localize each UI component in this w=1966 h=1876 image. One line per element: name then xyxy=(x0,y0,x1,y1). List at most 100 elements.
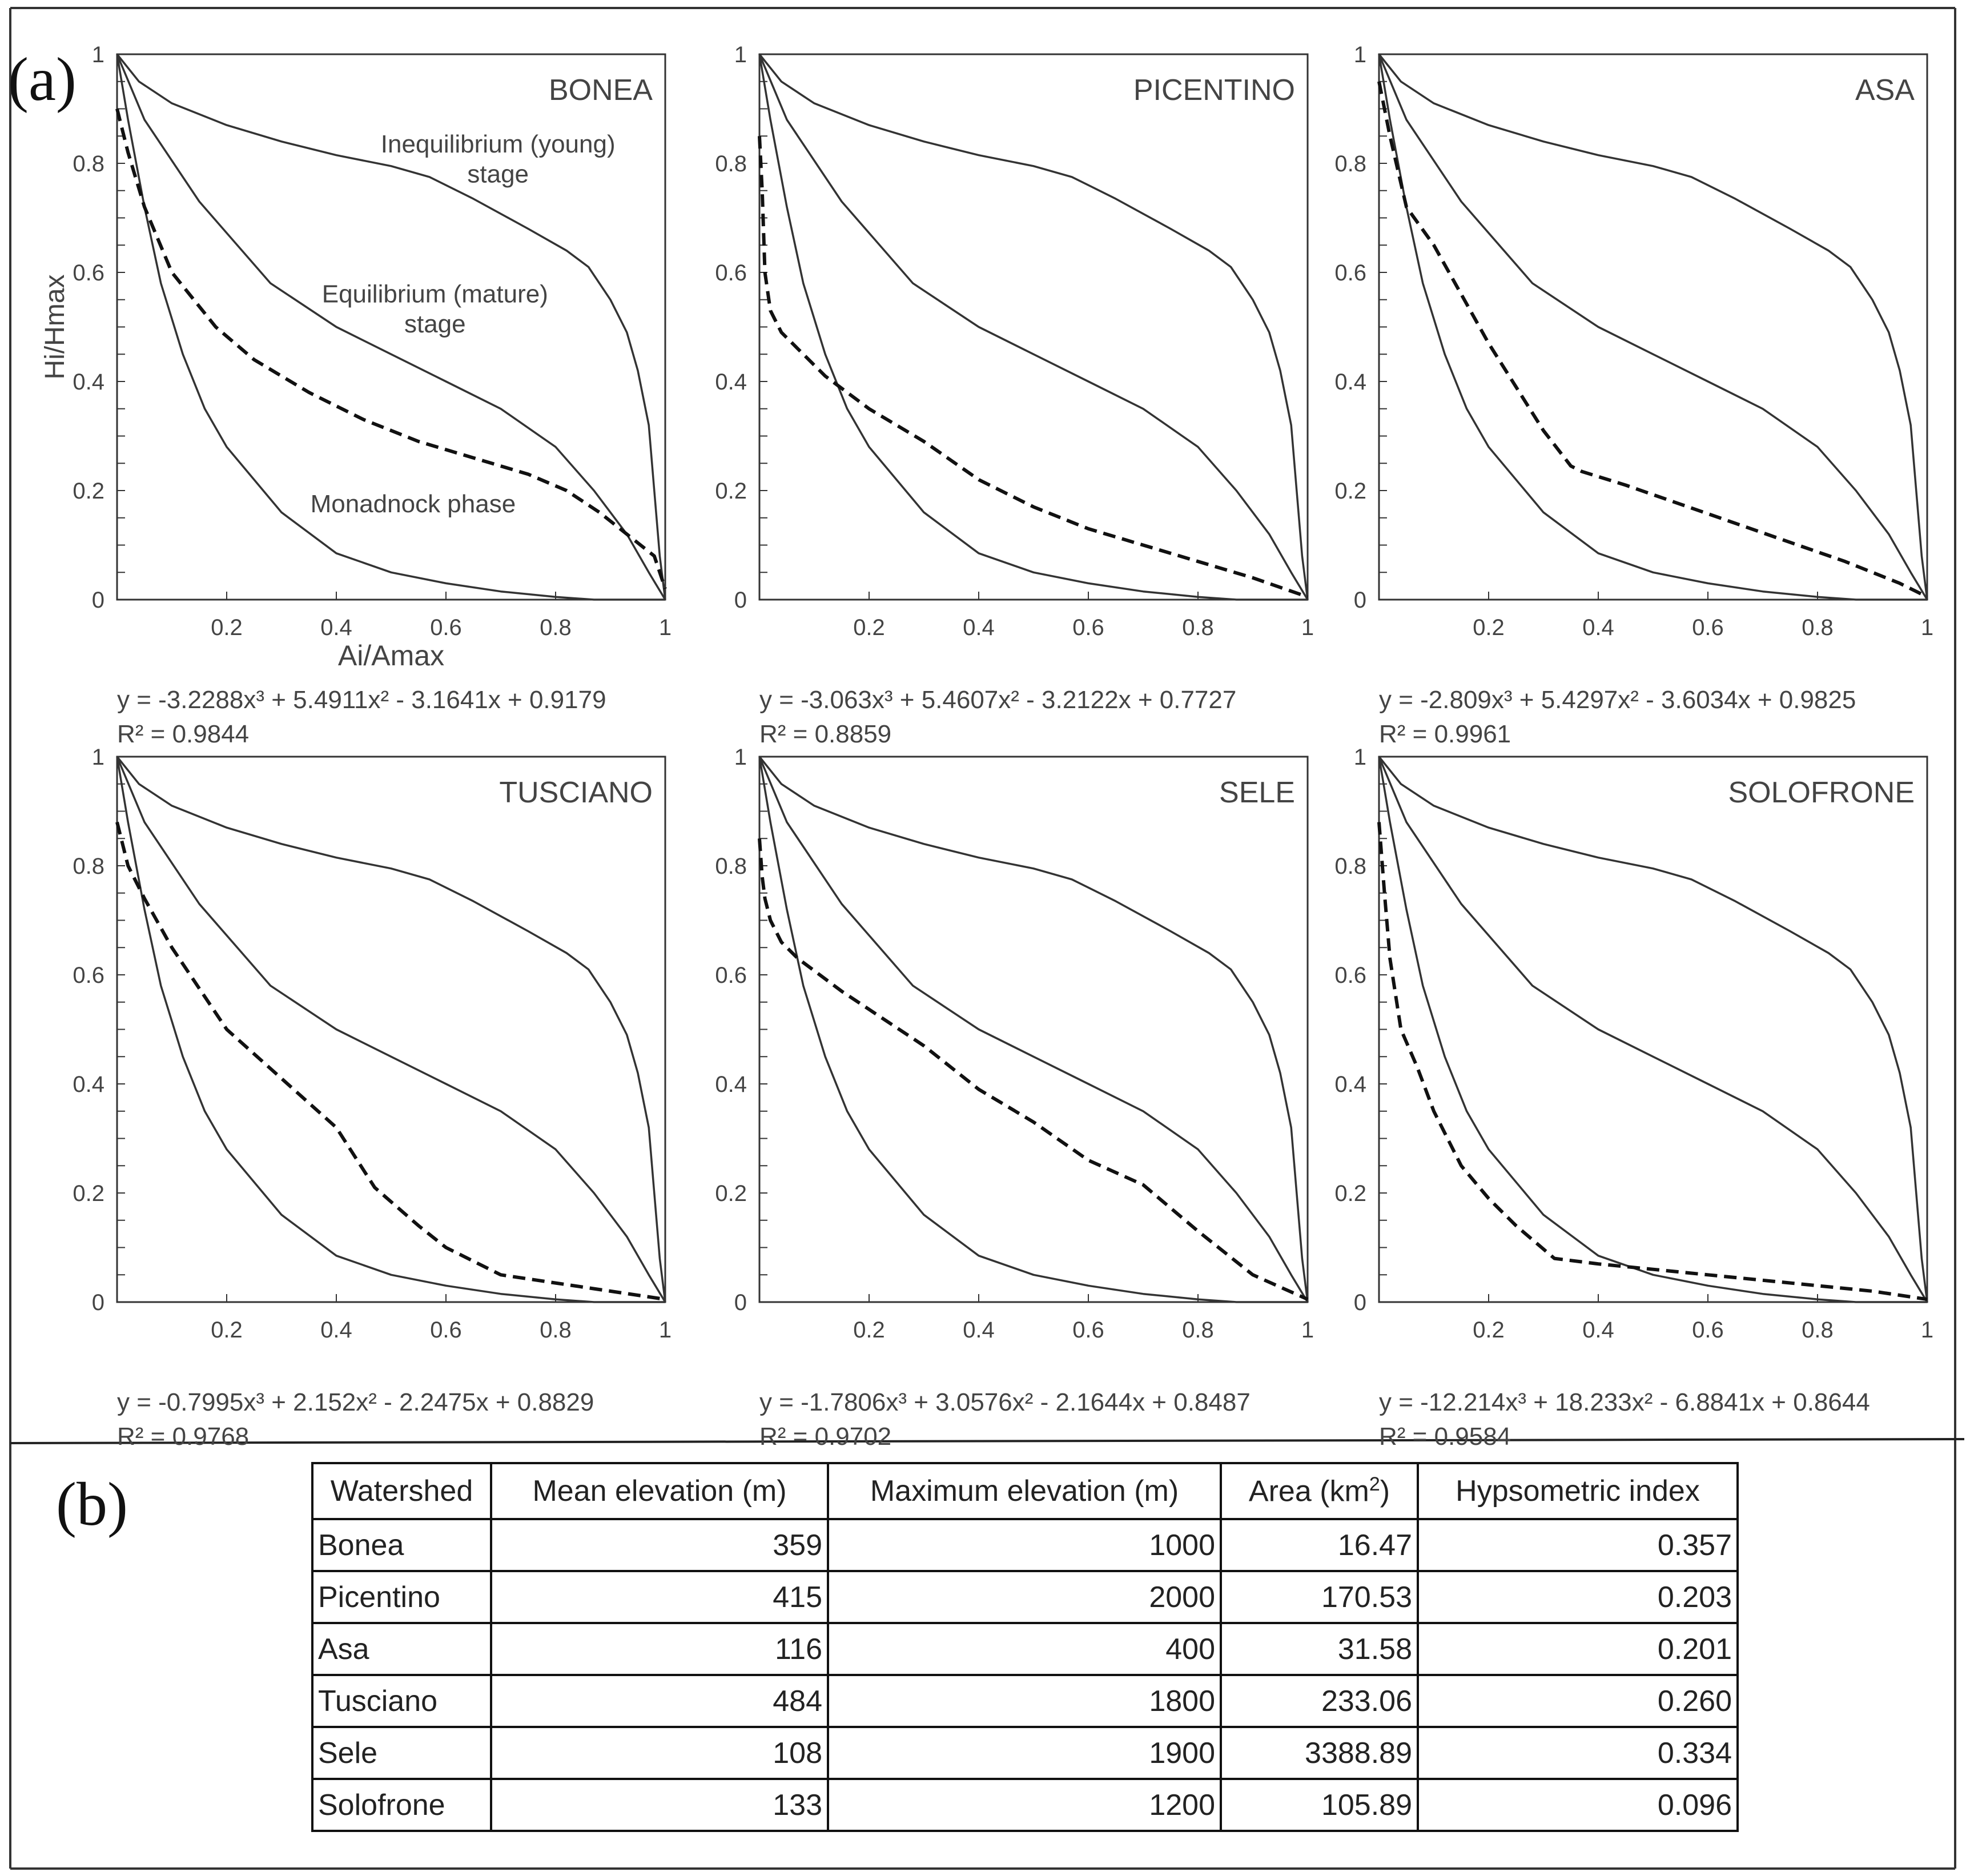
regression-equation: y = -2.809x³ + 5.4297x² - 3.6034x + 0.98… xyxy=(1379,686,1856,714)
y-tick-label: 1 xyxy=(1354,42,1366,67)
series-line-inequilibrium-young-stage xyxy=(1378,756,1928,1303)
y-tick-label: 0.2 xyxy=(73,1181,104,1206)
cell-area: 16.47 xyxy=(1220,1518,1419,1572)
series-line-monadnock-phase xyxy=(758,756,1308,1303)
r-squared: R² = 0.9584 xyxy=(1379,1423,1511,1451)
cell-area: 233.06 xyxy=(1220,1674,1419,1728)
x-axis-label: Ai/Amax xyxy=(338,640,444,672)
header-hypsometric-index: Hypsometric index xyxy=(1417,1462,1739,1520)
header-area-text: Area (km xyxy=(1248,1475,1369,1508)
chart-grid: 0 0.2 0.4 0.6 0.8 1 0.2 0.4 0.6 0.8 1 BONEA y = -3.2… xyxy=(40,42,1933,1451)
table-row: Tusciano 484 1800 233.06 0.260 xyxy=(311,1674,1739,1728)
cell-mean-elevation: 116 xyxy=(490,1622,829,1676)
panel-b-label: (b) xyxy=(56,1471,128,1538)
r-squared: R² = 0.9768 xyxy=(117,1423,249,1451)
annotation-mature-line1: Equilibrium (mature) xyxy=(322,280,548,308)
series-line-equilibrium-mature-stage xyxy=(1378,756,1928,1303)
annotation-young-line2: stage xyxy=(467,160,529,188)
cell-watershed: Bonea xyxy=(311,1518,492,1572)
x-tick-label: 0.6 xyxy=(1072,615,1104,640)
cell-max-elevation: 400 xyxy=(827,1622,1222,1676)
y-tick-label: 0 xyxy=(734,1290,747,1315)
y-tick-label: 0.2 xyxy=(73,479,104,504)
cell-watershed: Tusciano xyxy=(311,1674,492,1728)
x-tick-label: 0.4 xyxy=(963,615,995,640)
regression-equation: y = -3.063x³ + 5.4607x² - 3.2122x + 0.77… xyxy=(759,686,1236,714)
series-line-equilibrium-mature-stage xyxy=(758,756,1309,1303)
y-tick-label: 0 xyxy=(92,588,104,613)
cell-max-elevation: 1800 xyxy=(827,1674,1222,1728)
cell-watershed: Sele xyxy=(311,1726,492,1780)
cell-max-elevation: 1200 xyxy=(827,1778,1222,1832)
series-line-monadnock-phase xyxy=(116,54,665,601)
series-line-solofrone-hypsometric-curve xyxy=(1377,822,1928,1301)
header-watershed: Watershed xyxy=(311,1462,492,1520)
x-tick-label: 0.4 xyxy=(1582,1317,1614,1343)
cell-mean-elevation: 484 xyxy=(490,1674,829,1728)
chart-panel-sele: 0 0.2 0.4 0.6 0.8 1 0.2 0.4 0.6 0.8 1 SELE y = -1.78… xyxy=(715,745,1314,1451)
chart-panel-solofrone: 0 0.2 0.4 0.6 0.8 1 0.2 0.4 0.6 0.8 1 SOLOFRONE y = … xyxy=(1334,745,1933,1451)
y-tick-label: 0.8 xyxy=(715,151,747,176)
x-tick-label: 0.2 xyxy=(211,1317,243,1343)
y-tick-label: 1 xyxy=(92,42,104,67)
y-tick-label: 0 xyxy=(1354,1290,1366,1315)
series-line-sele-hypsometric-curve xyxy=(758,838,1309,1301)
x-tick-label: 0.8 xyxy=(1802,615,1834,640)
y-tick-label: 0.4 xyxy=(1334,1072,1366,1097)
cell-hypsometric-index: 0.260 xyxy=(1417,1674,1739,1728)
r-squared: R² = 0.8859 xyxy=(759,720,891,748)
annotation-young-line1: Inequilibrium (young) xyxy=(381,130,616,158)
series-line-monadnock-phase xyxy=(758,54,1308,601)
series-line-picentino-hypsometric-curve xyxy=(758,136,1308,599)
y-tick-label: 0.8 xyxy=(73,854,104,879)
series-line-monadnock-phase xyxy=(116,756,665,1303)
regression-equation: y = -3.2288x³ + 5.4911x² - 3.1641x + 0.9… xyxy=(117,686,606,714)
y-tick-label: 0.6 xyxy=(73,260,104,286)
panel-a-label: (a) xyxy=(8,46,77,114)
y-tick-label: 0.2 xyxy=(1334,479,1366,504)
y-tick-label: 0.6 xyxy=(73,963,104,988)
y-tick-label: 0.2 xyxy=(715,479,747,504)
y-tick-label: 1 xyxy=(734,42,747,67)
y-tick-label: 1 xyxy=(92,745,104,770)
y-tick-label: 1 xyxy=(1354,745,1366,770)
cell-hypsometric-index: 0.203 xyxy=(1417,1570,1739,1624)
table-row: Picentino 415 2000 170.53 0.203 xyxy=(311,1570,1739,1624)
table-row: Solofrone 133 1200 105.89 0.096 xyxy=(311,1778,1739,1832)
x-tick-label: 0.2 xyxy=(1473,615,1505,640)
cell-watershed: Picentino xyxy=(311,1570,492,1624)
x-tick-label: 0.8 xyxy=(1802,1317,1834,1343)
x-tick-label: 0.2 xyxy=(853,615,885,640)
cell-hypsometric-index: 0.334 xyxy=(1417,1726,1739,1780)
section-divider xyxy=(10,1438,1965,1444)
chart-title: TUSCIANO xyxy=(499,776,653,809)
x-tick-label: 0.6 xyxy=(1072,1317,1104,1343)
cell-mean-elevation: 133 xyxy=(490,1778,829,1832)
regression-equation: y = -0.7995x³ + 2.152x² - 2.2475x + 0.88… xyxy=(117,1388,594,1416)
x-tick-label: 1 xyxy=(659,615,672,640)
series-line-tusciano-hypsometric-curve xyxy=(115,821,666,1301)
y-tick-label: 0.4 xyxy=(73,1072,104,1097)
y-tick-label: 0.8 xyxy=(715,854,747,879)
cell-mean-elevation: 415 xyxy=(490,1570,829,1624)
cell-watershed: Asa xyxy=(311,1622,492,1676)
y-tick-label: 0.4 xyxy=(715,369,747,395)
regression-equation: y = -12.214x³ + 18.233x² - 6.8841x + 0.8… xyxy=(1379,1388,1870,1416)
header-mean-elevation: Mean elevation (m) xyxy=(490,1462,829,1520)
x-tick-label: 0.8 xyxy=(540,615,572,640)
watershed-table: Watershed Mean elevation (m) Maximum ele… xyxy=(311,1462,1739,1832)
chart-title: SELE xyxy=(1219,776,1295,809)
y-tick-label: 0.8 xyxy=(1334,854,1366,879)
x-tick-label: 0.8 xyxy=(540,1317,572,1343)
x-tick-label: 1 xyxy=(1301,615,1314,640)
cell-max-elevation: 2000 xyxy=(827,1570,1222,1624)
x-tick-label: 0.4 xyxy=(1582,615,1614,640)
table-header-row: Watershed Mean elevation (m) Maximum ele… xyxy=(311,1462,1739,1520)
x-tick-label: 0.4 xyxy=(320,615,352,640)
header-area-superscript: 2 xyxy=(1369,1473,1380,1496)
chart-title: BONEA xyxy=(549,74,653,107)
series-line-asa-hypsometric-curve xyxy=(1377,81,1928,598)
cell-hypsometric-index: 0.357 xyxy=(1417,1518,1739,1572)
header-max-elevation: Maximum elevation (m) xyxy=(827,1462,1222,1520)
series-line-equilibrium-mature-stage xyxy=(1378,54,1928,600)
